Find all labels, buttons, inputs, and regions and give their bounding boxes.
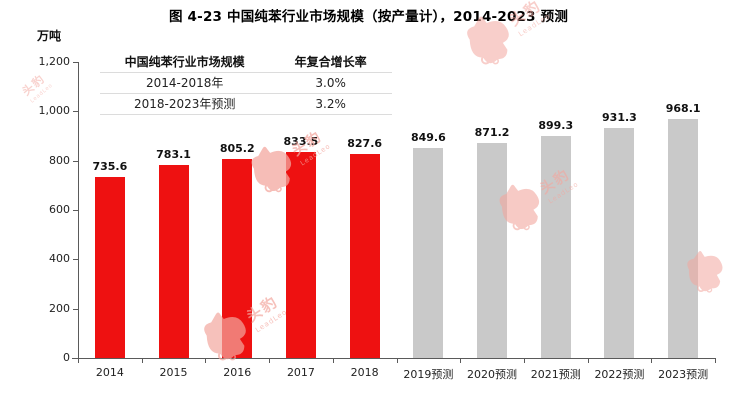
bar-value-label: 827.6: [347, 136, 383, 150]
y-axis-tick: [73, 160, 78, 162]
bar-value-label: 849.6: [410, 131, 446, 145]
x-axis-category-label: 2018: [350, 366, 379, 379]
bar-forecast: [540, 136, 571, 358]
bar-historical: [285, 152, 316, 358]
y-axis-unit-label: 万吨: [37, 29, 62, 43]
leadleo-watermark: 头豹 LeadLeo: [18, 69, 54, 104]
legend-cagr-forecast: 3.2%: [315, 97, 346, 111]
legend-period-forecast: 2018-2023年预测: [133, 97, 236, 111]
legend-cagr-historical: 3.0%: [315, 76, 346, 90]
x-axis-category-label: 2023预测: [658, 368, 709, 381]
bar-value-label: 899.3: [538, 119, 574, 133]
x-axis-category-label: 2021预测: [530, 368, 581, 381]
x-axis-tick: [332, 359, 334, 363]
bar-forecast: [668, 119, 699, 358]
y-axis-tick: [73, 62, 78, 63]
y-axis-tick-label: 600: [49, 203, 70, 216]
x-axis-tick: [205, 359, 207, 363]
y-axis-tick: [73, 259, 78, 261]
x-axis-tick: [651, 359, 653, 363]
x-axis-category-label: 2020预测: [467, 368, 518, 381]
x-axis-tick: [460, 359, 462, 363]
watermark-en-text: LeadLeo: [254, 307, 289, 335]
x-axis-tick: [715, 359, 716, 363]
bar-value-label: 783.1: [156, 147, 191, 161]
y-axis-tick: [73, 210, 78, 211]
bar-value-label: 871.2: [474, 126, 510, 140]
x-axis-category-label: 2016: [223, 366, 252, 379]
bar-value-label: 833.5: [283, 135, 319, 149]
x-axis-tick: [396, 359, 398, 363]
x-axis-tick: [523, 359, 525, 363]
y-axis-tick-label: 400: [49, 252, 70, 266]
legend-header-cagr: 年复合增长率: [294, 55, 367, 69]
x-axis-category-label: 2015: [159, 366, 188, 379]
watermark-cn-text: 头豹: [19, 71, 48, 99]
watermark-en-text: LeadLeo: [29, 82, 54, 105]
y-axis-tick: [73, 111, 78, 113]
bar-historical: [94, 176, 125, 358]
legend-period-historical: 2014-2018年: [145, 76, 224, 90]
bar-forecast: [604, 128, 635, 358]
x-axis-tick: [587, 359, 589, 363]
watermark-text: 头豹 LeadLeo: [19, 69, 54, 104]
legend-header-row: 中国纯苯行业市场规模 年复合增长率: [100, 52, 392, 73]
y-axis-tick-label: 0: [63, 351, 70, 364]
bar-value-label: 931.3: [602, 111, 637, 125]
legend-header-metric: 中国纯苯行业市场规模: [124, 55, 245, 69]
bar-value-label: 968.1: [665, 102, 701, 116]
x-axis-line: [72, 358, 716, 359]
cagr-legend-table: 中国纯苯行业市场规模 年复合增长率 2014-2018年 3.0% 2018-2…: [100, 52, 392, 115]
x-axis-category-label: 2014: [95, 366, 124, 379]
y-axis-line: [78, 62, 79, 358]
bar-historical: [222, 159, 253, 358]
bar-forecast: [413, 148, 444, 358]
y-axis-tick-label: 1,200: [38, 55, 71, 68]
y-axis-tick: [73, 358, 78, 359]
bar-forecast: [477, 143, 508, 358]
x-axis-tick: [78, 359, 79, 363]
x-axis-category-label: 2017: [286, 366, 315, 379]
bar-historical: [349, 153, 380, 358]
chart-title: 图 4-23 中国纯苯行业市场规模（按产量计），2014-2023 预测: [168, 9, 569, 25]
y-axis-tick-label: 1,000: [38, 104, 71, 118]
x-axis-category-label: 2022预测: [594, 368, 645, 381]
y-axis-tick-label: 200: [49, 301, 70, 315]
legend-row-historical: 2014-2018年 3.0%: [100, 73, 392, 94]
legend-row-forecast: 2018-2023年预测 3.2%: [100, 94, 392, 115]
y-axis-tick-label: 800: [49, 153, 70, 167]
bar-value-label: 735.6: [92, 159, 128, 173]
x-axis-category-label: 2019预测: [403, 368, 454, 381]
x-axis-tick: [269, 359, 271, 363]
bar-value-label: 805.2: [219, 142, 255, 156]
x-axis-tick: [141, 359, 143, 363]
bar-historical: [158, 164, 189, 358]
y-axis-tick: [73, 308, 78, 310]
